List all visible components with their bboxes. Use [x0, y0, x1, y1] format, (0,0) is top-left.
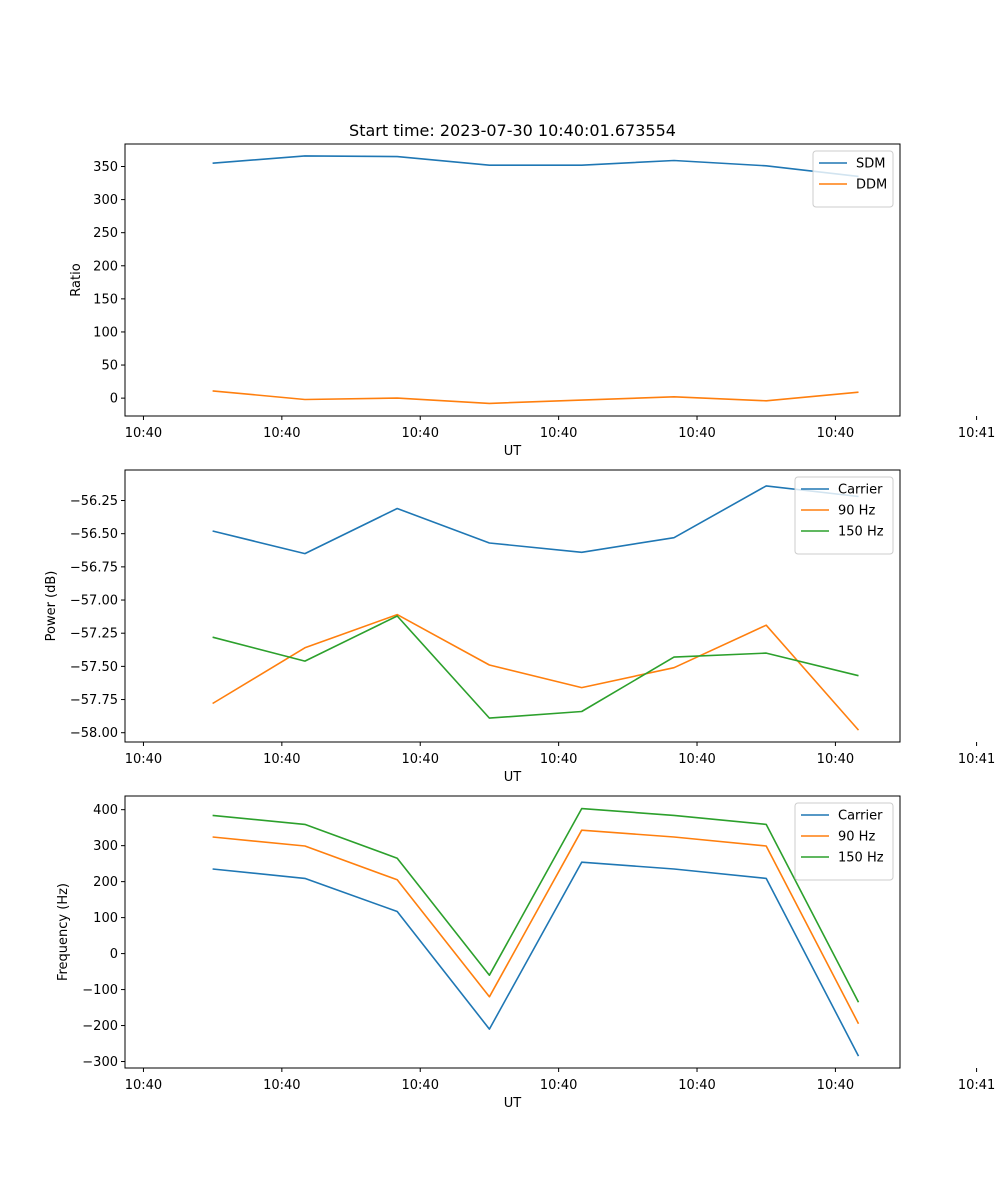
legend-box [812, 150, 894, 208]
x-axis-label: UT [504, 1096, 522, 1111]
x-tick-label: 10:40 [678, 1078, 715, 1093]
legend-entry: 150 Hz [838, 851, 884, 866]
x-tick-label: 10:40 [125, 752, 162, 767]
y-axis-label: Ratio [69, 263, 84, 296]
axes-frame [124, 143, 901, 417]
y-tick-label: −56.25 [70, 494, 118, 509]
y-tick-label: −57.00 [70, 594, 118, 609]
y-tick-label: −56.50 [70, 527, 118, 542]
x-tick-label: 10:41 [958, 426, 995, 441]
y-axis-label: Frequency (Hz) [56, 883, 71, 981]
y-tick-label: −58.00 [70, 726, 118, 741]
x-tick-label: 10:40 [402, 1078, 439, 1093]
subplot-1: 0 50 100 150 200 250 300 350 10:40 10:40 10:40 10:4… [69, 143, 995, 459]
y-tick-label: 300 [93, 193, 118, 208]
y-tick-label: 50 [101, 359, 118, 374]
legend: SDM DDM [812, 150, 894, 208]
subplot-2: −58.00 −57.75 −57.50 −57.25 −57.00 −56.75 −56.… [44, 469, 995, 785]
legend-box [794, 476, 894, 555]
x-tick-label: 10:40 [540, 1078, 577, 1093]
series-line-90-hz [212, 613, 860, 731]
legend: Carrier 90 Hz 150 Hz [794, 476, 894, 555]
x-tick-label: 10:40 [263, 426, 300, 441]
figure-title: Start time: 2023-07-30 10:40:01.673554 [349, 121, 676, 140]
y-tick-label: 200 [93, 259, 118, 274]
y-tick-label: −300 [82, 1055, 118, 1070]
y-tick-label: 0 [110, 392, 118, 407]
series-line-sdm [212, 155, 859, 178]
legend-entry: Carrier [838, 809, 883, 824]
legend-entry: SDM [856, 157, 885, 172]
y-tick-label: 350 [93, 160, 118, 175]
series-line-carrier [212, 485, 859, 555]
y-tick-label: 100 [93, 911, 118, 926]
x-tick-label: 10:40 [125, 1078, 162, 1093]
series-line-150-hz [212, 615, 859, 719]
y-tick-label: 100 [93, 325, 118, 340]
axes-frame [124, 795, 901, 1069]
series-line-ddm [212, 390, 859, 405]
legend: Carrier 90 Hz 150 Hz [794, 802, 894, 881]
x-tick-label: 10:40 [678, 426, 715, 441]
x-axis-label: UT [504, 770, 522, 785]
y-tick-label: −57.25 [70, 627, 118, 642]
series-line-150-hz [212, 807, 860, 1003]
legend-entry: Carrier [838, 483, 883, 498]
y-tick-label: 300 [93, 839, 118, 854]
subplots: 0 50 100 150 200 250 300 350 10:40 10:40 10:40 10:4… [44, 143, 995, 1111]
x-tick-label: 10:40 [817, 752, 854, 767]
legend-entry: 150 Hz [838, 525, 884, 540]
x-tick-label: 10:40 [540, 426, 577, 441]
y-tick-label: 150 [93, 292, 118, 307]
x-tick-label: 10:40 [678, 752, 715, 767]
y-tick-label: −57.50 [70, 660, 118, 675]
y-tick-label: −57.75 [70, 693, 118, 708]
legend-box [794, 802, 894, 881]
legend-entry: 90 Hz [838, 504, 875, 519]
y-tick-label: 200 [93, 875, 118, 890]
y-tick-label: 250 [93, 226, 118, 241]
y-tick-label: −100 [82, 983, 118, 998]
x-tick-label: 10:40 [125, 426, 162, 441]
x-tick-label: 10:40 [402, 752, 439, 767]
legend-entry: DDM [856, 178, 887, 193]
series-line-90-hz [212, 829, 860, 1025]
y-tick-label: −56.75 [70, 560, 118, 575]
series-line-carrier [212, 861, 860, 1057]
y-tick-label: 400 [93, 803, 118, 818]
x-tick-label: 10:40 [817, 1078, 854, 1093]
x-tick-label: 10:40 [540, 752, 577, 767]
x-tick-label: 10:41 [958, 1078, 995, 1093]
legend-entry: 90 Hz [838, 830, 875, 845]
x-tick-label: 10:40 [402, 426, 439, 441]
x-tick-label: 10:40 [263, 1078, 300, 1093]
y-tick-label: 0 [110, 947, 118, 962]
x-axis-label: UT [504, 444, 522, 459]
y-tick-label: −200 [82, 1019, 118, 1034]
subplot-3: −300 −200 −100 0 100 200 300 400 10:40 10:40 10:40… [56, 795, 995, 1111]
y-axis-label: Power (dB) [44, 571, 59, 642]
axes-frame [124, 469, 901, 743]
x-tick-label: 10:40 [263, 752, 300, 767]
x-tick-label: 10:40 [817, 426, 854, 441]
x-tick-label: 10:41 [958, 752, 995, 767]
